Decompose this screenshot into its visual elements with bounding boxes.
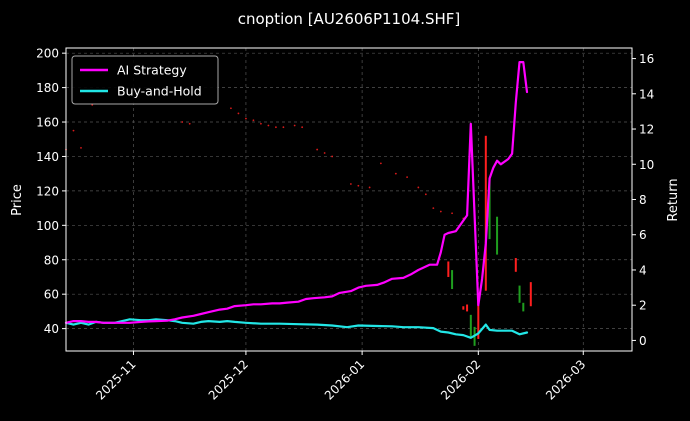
grid-lines xyxy=(66,48,632,351)
price-dot xyxy=(316,148,319,151)
price-dot xyxy=(293,124,296,127)
y-axis-label-right: Return xyxy=(666,178,681,221)
price-dot xyxy=(181,121,184,123)
price-dot xyxy=(331,155,334,158)
candle xyxy=(514,258,517,272)
y-tick-label-left: 80 xyxy=(44,253,59,267)
y-tick-label-right: 14 xyxy=(639,87,654,101)
y-tick-label-right: 6 xyxy=(639,228,647,242)
price-dot xyxy=(80,146,82,149)
candle xyxy=(462,306,465,310)
y-tick-label-left: 120 xyxy=(36,184,59,198)
price-dot xyxy=(245,117,247,120)
series-lines xyxy=(64,60,529,339)
y-tick-label-right: 0 xyxy=(639,334,647,348)
price-dot xyxy=(417,186,420,189)
candle xyxy=(466,304,469,312)
price-dot xyxy=(406,176,408,179)
price-dot xyxy=(301,126,304,129)
price-dot xyxy=(432,207,435,210)
y-tick-label-left: 200 xyxy=(36,47,59,61)
y-tick-label-right: 12 xyxy=(639,123,654,137)
price-dot xyxy=(323,152,326,154)
price-dot xyxy=(357,184,360,187)
y-tick-label-left: 60 xyxy=(44,288,59,302)
price-dot xyxy=(188,122,191,125)
price-dot xyxy=(267,124,270,127)
price-dot xyxy=(237,112,240,115)
price-dot xyxy=(439,210,442,213)
price-dot xyxy=(368,186,371,189)
y-tick-label-left: 160 xyxy=(36,116,59,130)
price-dot xyxy=(394,172,397,175)
y-tick-label-left: 100 xyxy=(36,219,59,233)
y-tick-label-right: 2 xyxy=(639,299,647,313)
price-dot xyxy=(282,126,285,129)
candle xyxy=(447,261,450,277)
price-dot xyxy=(379,162,382,165)
price-dot xyxy=(260,122,262,125)
price-dot xyxy=(72,129,75,132)
legend-label-buy-and-hold: Buy-and-Hold xyxy=(117,84,202,99)
price-dot xyxy=(349,183,352,185)
y-tick-label-left: 180 xyxy=(36,81,59,95)
price-dot xyxy=(424,193,427,196)
price-dot xyxy=(275,126,277,129)
legend-label-ai-strategy: AI Strategy xyxy=(117,63,187,78)
price-dot xyxy=(451,212,453,215)
y-tick-label-right: 10 xyxy=(639,158,654,172)
chart-title: cnoption [AU2606P1104.SHF] xyxy=(238,10,461,28)
y-tick-label-right: 4 xyxy=(639,263,647,277)
candle xyxy=(469,314,472,338)
candle xyxy=(451,270,454,290)
candle xyxy=(529,282,532,307)
price-dots xyxy=(65,103,465,220)
candle xyxy=(522,302,525,312)
candle xyxy=(477,299,480,339)
candle xyxy=(496,216,499,255)
y-tick-label-right: 8 xyxy=(639,193,647,207)
y-axis-label-left: Price xyxy=(10,184,25,216)
candle xyxy=(518,285,521,303)
legend-box xyxy=(71,55,219,105)
series-line-buy-and-hold xyxy=(64,318,529,339)
price-dot xyxy=(252,119,255,122)
series-line-ai-strategy xyxy=(64,60,529,324)
candle xyxy=(488,180,491,240)
y-tick-label-right: 16 xyxy=(639,52,654,66)
legend: AI Strategy Buy-and-Hold xyxy=(71,55,219,105)
price-dot xyxy=(230,107,232,110)
candle xyxy=(484,135,487,291)
y-tick-label-left: 40 xyxy=(44,322,59,336)
y-tick-label-left: 140 xyxy=(36,150,59,164)
